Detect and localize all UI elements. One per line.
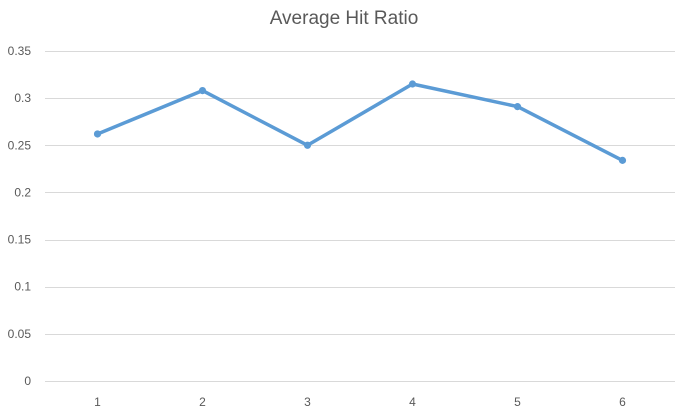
data-point [618, 156, 627, 164]
y-tick-label: 0.05 [8, 327, 32, 341]
x-tick-label: 4 [409, 395, 416, 409]
chart-title: Average Hit Ratio [270, 8, 419, 29]
x-tick-label: 6 [619, 395, 626, 409]
series-layer [93, 80, 627, 164]
y-tick-label: 0.2 [14, 185, 31, 199]
y-tick-label: 0.3 [14, 91, 31, 105]
y-tick-label: 0.15 [8, 233, 32, 247]
x-tick-label: 5 [514, 395, 521, 409]
data-point [408, 80, 417, 88]
data-point [198, 87, 207, 95]
data-point [303, 141, 312, 149]
y-axis-tick-labels: 0 0.05 0.1 0.15 0.2 0.25 0.3 0.35 [8, 44, 32, 388]
data-point [513, 103, 522, 111]
y-tick-label: 0.35 [8, 44, 32, 58]
x-tick-label: 2 [199, 395, 206, 409]
data-point [93, 130, 102, 138]
x-tick-label: 1 [94, 395, 101, 409]
y-tick-label: 0 [24, 374, 31, 388]
x-tick-label: 3 [304, 395, 311, 409]
series-line [95, 82, 625, 163]
y-tick-label: 0.1 [14, 280, 31, 294]
x-axis-tick-labels: 1 2 3 4 5 6 [94, 395, 626, 409]
y-tick-label: 0.25 [8, 138, 32, 152]
gridlines [45, 51, 675, 382]
